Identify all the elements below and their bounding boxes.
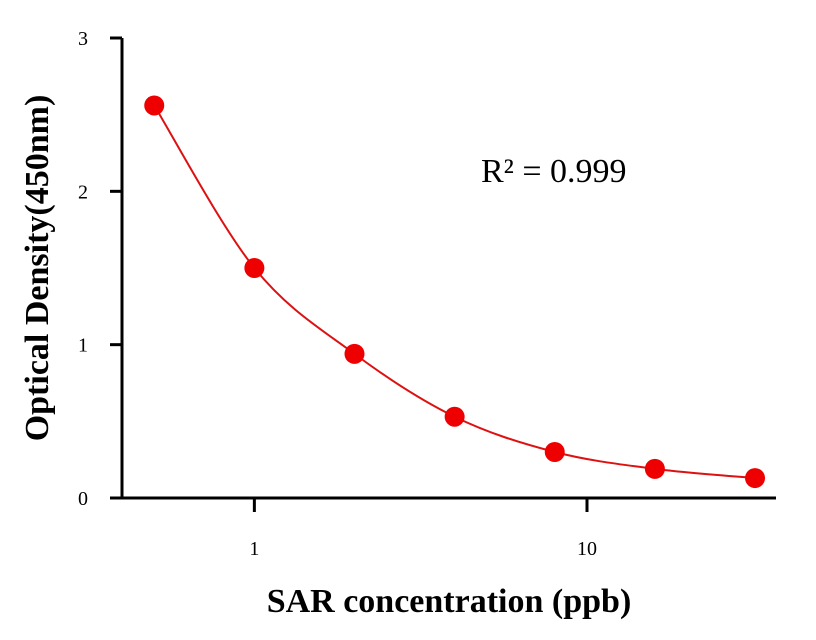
data-points (144, 95, 766, 489)
x-axis-title: SAR concentration (ppb) (267, 583, 632, 620)
data-point (344, 343, 365, 364)
y-ticks: 0 1 2 3 (78, 28, 122, 510)
data-point (444, 406, 465, 427)
y-axis-title: Optical Density(450nm) (19, 95, 56, 442)
data-point (745, 468, 766, 489)
y-tick-label: 0 (78, 488, 88, 510)
axes (120, 38, 776, 500)
data-point (544, 442, 565, 462)
y-tick-label: 3 (78, 28, 88, 50)
x-tick-label: 1 (249, 538, 259, 560)
r-squared-annotation: R² = 0.999 (481, 153, 627, 190)
data-point (644, 458, 665, 479)
data-point (144, 95, 165, 116)
y-tick-label: 1 (78, 335, 88, 357)
x-tick-label: 10 (577, 538, 597, 560)
y-tick-label: 2 (78, 181, 88, 203)
x-ticks: 1 10 (249, 498, 597, 560)
data-point (244, 258, 265, 278)
